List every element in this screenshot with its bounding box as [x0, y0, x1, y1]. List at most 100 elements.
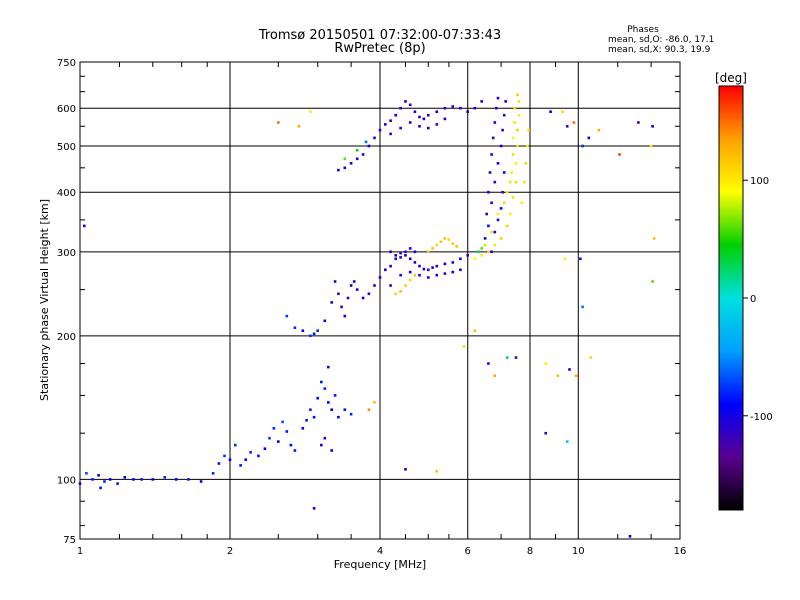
- echo-point: [514, 180, 518, 184]
- echo-point: [514, 162, 518, 165]
- echo-point: [327, 401, 330, 404]
- echo-point: [281, 420, 284, 424]
- echo-point: [501, 190, 504, 194]
- echo-point: [378, 128, 382, 132]
- echo-point: [211, 472, 215, 475]
- echo-point: [404, 284, 407, 287]
- echo-point: [408, 121, 412, 124]
- echo-point: [277, 440, 280, 443]
- echo-point: [524, 162, 528, 165]
- echo-point: [568, 368, 571, 371]
- echo-point: [413, 250, 417, 254]
- echo-point: [413, 261, 417, 264]
- colorbar-label: [deg]: [715, 71, 747, 85]
- chart-title: Tromsø 20150501 07:32:00-07:33:43: [258, 28, 501, 43]
- echo-point: [466, 254, 469, 257]
- echo-point: [422, 267, 426, 271]
- echo-point: [493, 180, 497, 184]
- echo-point: [443, 272, 447, 275]
- echo-point: [435, 470, 439, 473]
- echo-point: [443, 117, 447, 121]
- echo-point: [495, 106, 498, 110]
- echo-point: [399, 251, 402, 255]
- x-tick-label: 4: [377, 546, 383, 557]
- echo-point: [228, 458, 232, 461]
- y-tick-label: 400: [57, 188, 76, 199]
- echo-point: [373, 284, 376, 287]
- echo-point: [320, 443, 323, 447]
- echo-point: [651, 125, 654, 128]
- echo-point: [491, 136, 495, 140]
- echo-point: [597, 128, 601, 132]
- echo-point: [187, 478, 190, 481]
- echo-point: [268, 436, 271, 440]
- echo-point: [462, 345, 466, 348]
- echo-point: [572, 121, 576, 124]
- echo-point: [367, 144, 371, 148]
- echo-point: [337, 415, 340, 419]
- echo-point: [323, 387, 327, 390]
- echo-point: [263, 447, 267, 450]
- y-tick-label: 500: [57, 142, 76, 153]
- echo-point: [364, 140, 368, 144]
- y-axis-ticks: 75 100 200 300 400 500 600 750: [57, 58, 76, 546]
- echo-point: [239, 464, 242, 467]
- colorbar-scale: [718, 85, 744, 511]
- echo-point: [451, 261, 455, 264]
- echo-point: [330, 449, 333, 452]
- echo-point: [355, 157, 359, 161]
- echo-point: [526, 144, 529, 148]
- echo-point: [496, 162, 500, 165]
- echo-point: [427, 113, 430, 117]
- echo-point: [277, 121, 280, 124]
- echo-point: [223, 454, 226, 458]
- echo-point: [501, 128, 504, 132]
- echo-point: [510, 171, 513, 174]
- echo-point: [272, 427, 276, 430]
- echo-point: [174, 478, 178, 481]
- echo-point: [459, 106, 462, 110]
- echo-point: [505, 224, 509, 228]
- echo-point: [389, 284, 392, 287]
- echo-point: [389, 264, 392, 268]
- echo-point: [408, 278, 412, 282]
- echo-point: [511, 136, 515, 140]
- echo-point: [373, 401, 376, 404]
- echo-point: [477, 250, 480, 254]
- echo-point: [337, 168, 340, 172]
- echo-point: [408, 270, 412, 274]
- echo-point: [480, 247, 483, 250]
- echo-point: [367, 292, 371, 296]
- echo-point: [473, 257, 477, 261]
- echo-point: [565, 440, 569, 443]
- echo-point: [496, 212, 500, 216]
- echo-point: [312, 415, 316, 419]
- echo-point: [443, 237, 447, 240]
- echo-point: [651, 280, 654, 283]
- echo-point: [384, 123, 387, 126]
- echo-point: [309, 408, 312, 411]
- echo-point: [293, 449, 297, 452]
- echo-point: [511, 196, 515, 199]
- echo-point: [490, 201, 493, 205]
- echo-point: [447, 238, 451, 241]
- echo-point: [649, 144, 653, 148]
- echo-point: [346, 296, 350, 300]
- echo-point: [493, 121, 497, 124]
- echo-point: [427, 268, 430, 272]
- echo-point: [549, 110, 552, 113]
- echo-point: [404, 254, 407, 257]
- echo-point: [652, 237, 656, 240]
- echo-point: [352, 280, 356, 283]
- echo-point: [561, 110, 564, 113]
- echo-point: [355, 148, 359, 152]
- echo-point: [544, 362, 547, 365]
- echo-point: [466, 110, 469, 113]
- echo-point: [527, 128, 530, 132]
- echo-point: [408, 247, 412, 250]
- echo-point: [337, 292, 340, 296]
- echo-point: [316, 396, 319, 400]
- echo-point: [435, 110, 439, 113]
- echo-point: [301, 329, 305, 332]
- y-tick-label: 600: [57, 104, 76, 115]
